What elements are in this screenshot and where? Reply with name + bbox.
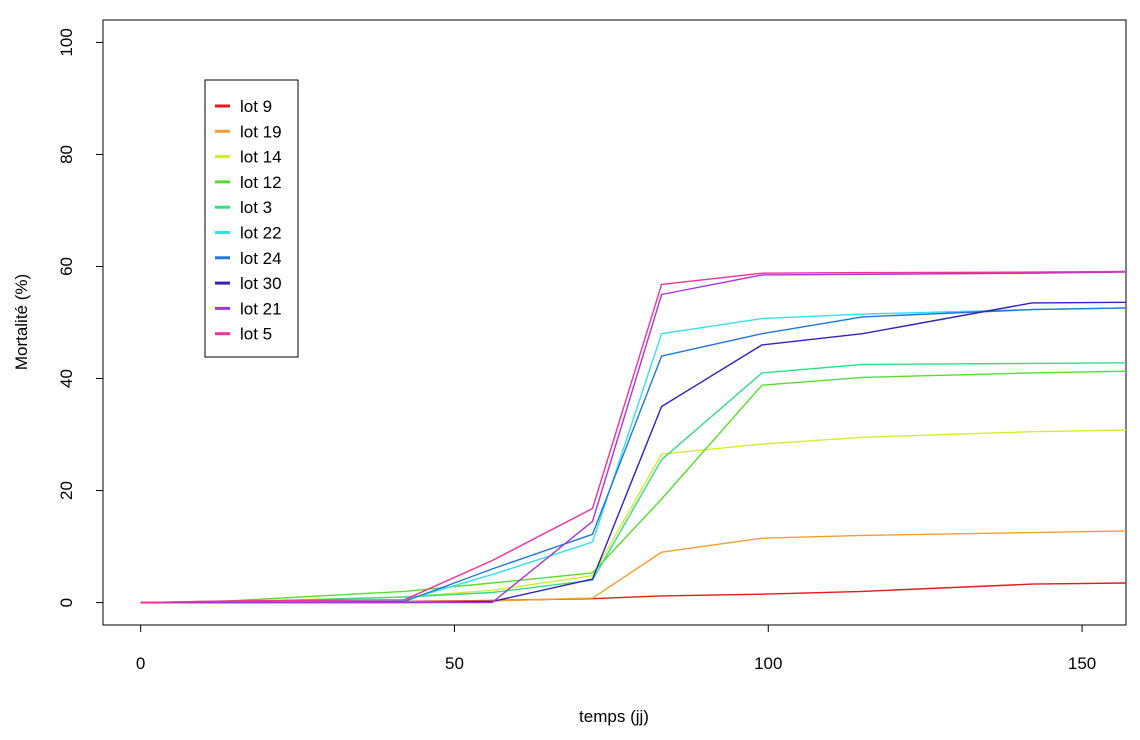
series-line <box>140 429 1127 604</box>
legend-box <box>204 79 299 358</box>
y-tick-label: 0 <box>57 598 76 607</box>
legend-label: lot 21 <box>240 299 282 318</box>
legend-label: lot 14 <box>240 148 282 167</box>
y-axis-title: Mortalité (%) <box>12 274 31 370</box>
x-tick-label: 100 <box>754 654 782 673</box>
series-lines <box>140 270 1127 604</box>
legend-label: lot 3 <box>240 198 272 217</box>
legend-label: lot 9 <box>240 97 272 116</box>
legend-label: lot 22 <box>240 224 282 243</box>
legend-label: lot 30 <box>240 274 282 293</box>
legend-label: lot 12 <box>240 173 282 192</box>
series-line <box>140 362 1127 604</box>
series-line <box>140 530 1127 604</box>
x-tick-label: 0 <box>136 654 145 673</box>
legend: lot 9 lot 19 lot 14 lot 12 lot 3 lot 22 lot 24… <box>204 79 299 358</box>
y-tick-label: 40 <box>57 369 76 388</box>
y-tick-label: 100 <box>57 28 76 56</box>
legend-entries: lot 9 lot 19 lot 14 lot 12 lot 3 lot 22 lot 24… <box>215 97 282 344</box>
legend-label: lot 24 <box>240 249 282 268</box>
legend-label: lot 19 <box>240 122 282 141</box>
axes: 0 50 100 150 0 20 40 60 80 100 <box>57 28 1096 673</box>
x-tick-label: 150 <box>1068 654 1096 673</box>
y-tick-label: 20 <box>57 481 76 500</box>
series-line <box>140 271 1127 604</box>
legend-label: lot 5 <box>240 325 272 344</box>
x-axis-title: temps (jj) <box>579 707 649 726</box>
y-tick-label: 80 <box>57 145 76 164</box>
plot-frame <box>102 19 1127 626</box>
series-line <box>140 370 1127 604</box>
series-line <box>140 270 1127 604</box>
y-tick-label: 60 <box>57 257 76 276</box>
x-tick-label: 50 <box>445 654 464 673</box>
